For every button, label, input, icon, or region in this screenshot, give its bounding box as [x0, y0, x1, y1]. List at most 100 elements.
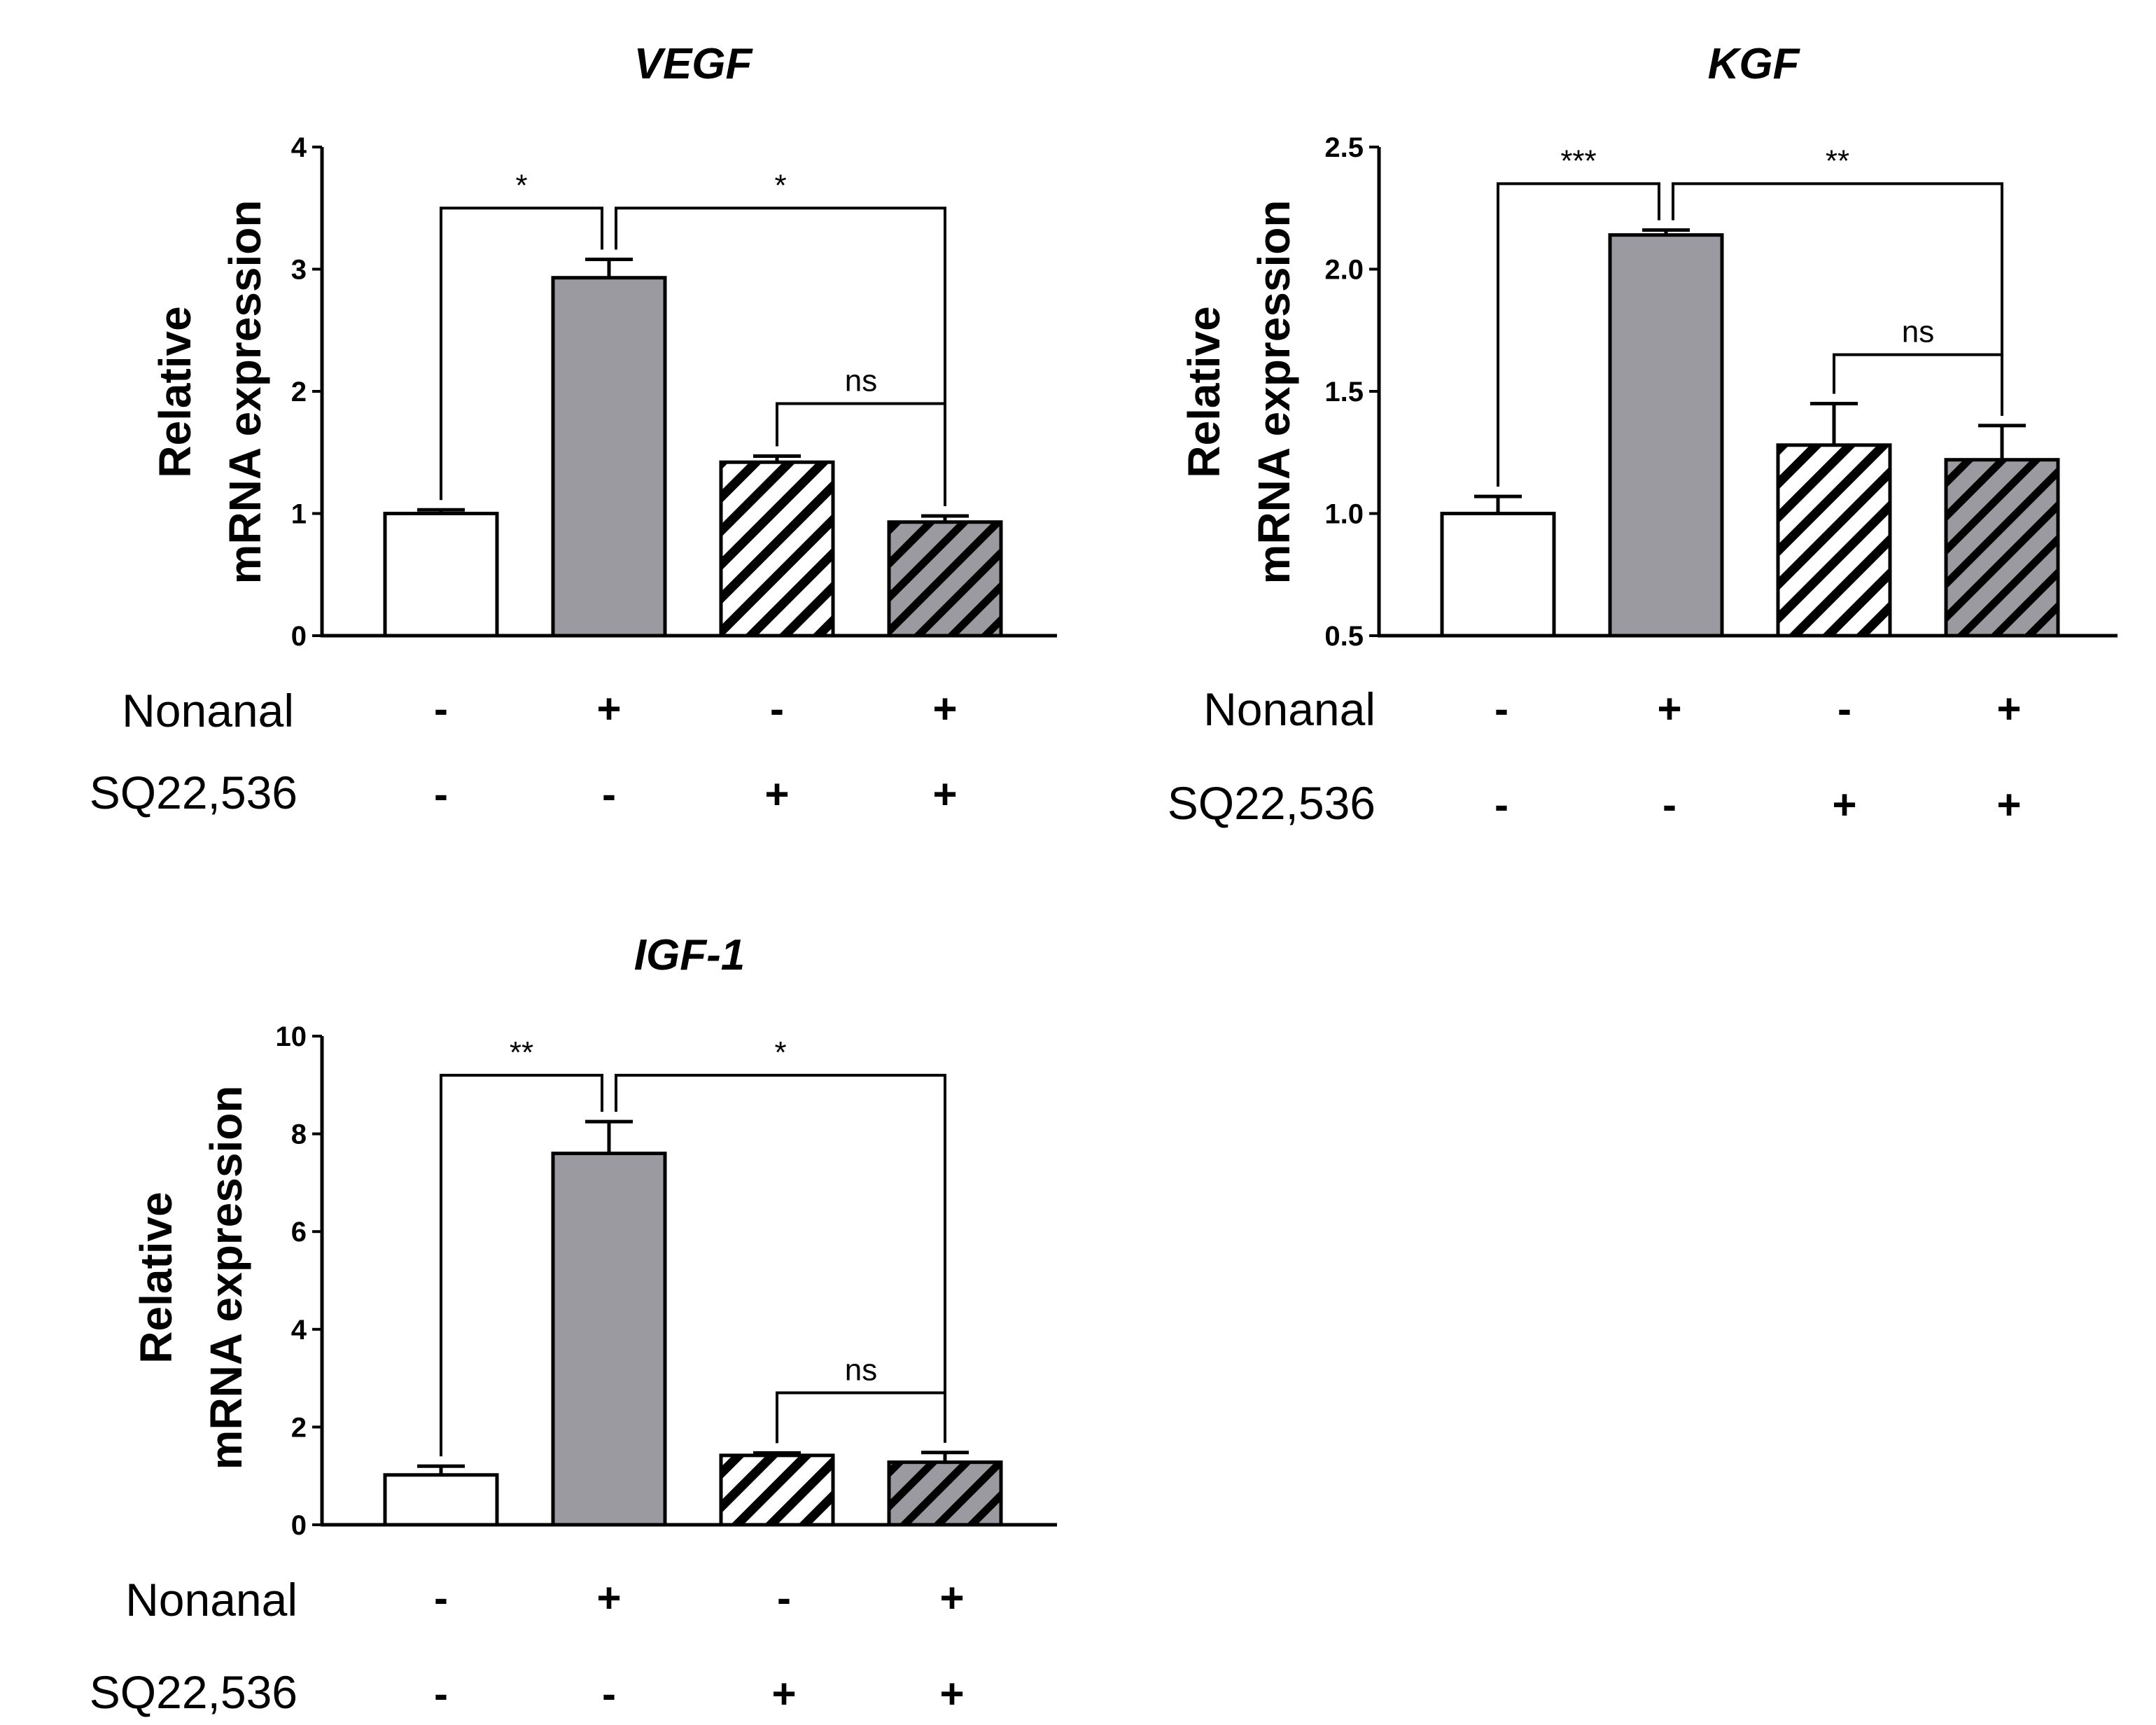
kgf-sq22536-sign: - [1494, 781, 1508, 828]
kgf-y-tick-label: 2.5 [1324, 132, 1364, 163]
vegf-sq22536-sign: + [932, 771, 957, 818]
kgf-y-ticks: 0.5 1.0 1.5 2.0 2.5 [1324, 132, 1379, 652]
vegf-bars [383, 258, 1003, 638]
igf1-nonanal-sign: - [434, 1574, 448, 1621]
vegf-panel: VEGF Relative mRNA expression 0 1 2 3 4 * * ns… [90, 40, 1057, 818]
igf1-nonanal-sign: + [596, 1574, 621, 1621]
vegf-bar [551, 276, 667, 638]
kgf-y-axis-label-line2: mRNA expression [1249, 200, 1299, 585]
vegf-sq22536-sign: - [434, 771, 448, 818]
igf1-bracket [440, 1073, 603, 1457]
kgf-bar [1944, 458, 2060, 638]
igf1-y-ticks: 0 2 4 6 8 10 [276, 1021, 322, 1541]
vegf-title: VEGF [634, 40, 754, 88]
vegf-sq22536-sign: + [764, 771, 789, 818]
igf1-condition-signs: - + - + - - + + [434, 1574, 965, 1717]
kgf-title: KGF [1708, 40, 1801, 88]
vegf-nonanal-sign: + [596, 685, 621, 732]
kgf-panel: KGF Relative mRNA expression 0.5 1.0 1.5 2.… [1168, 40, 2118, 829]
igf1-y-tick-label: 8 [291, 1119, 307, 1150]
kgf-sq22536-sign: - [1662, 781, 1676, 828]
vegf-bracket [440, 207, 603, 501]
kgf-sq22536-label: SQ22,536 [1168, 777, 1376, 829]
kgf-bracket [1497, 182, 1660, 487]
kgf-significance-brackets: *** **ns [1497, 144, 2003, 487]
kgf-bar [1608, 233, 1724, 638]
kgf-bracket [1833, 353, 2003, 416]
igf1-sq22536-sign: - [602, 1670, 616, 1717]
kgf-significance-label: *** [1560, 144, 1596, 178]
igf1-sq22536-sign: + [771, 1670, 796, 1717]
vegf-sq22536-sign: - [602, 771, 616, 818]
kgf-bracket [1672, 182, 2003, 416]
kgf-nonanal-sign: + [1657, 685, 1681, 732]
vegf-nonanal-sign: + [932, 685, 957, 732]
vegf-y-tick-label: 2 [291, 377, 307, 407]
vegf-y-tick-label: 0 [291, 621, 307, 652]
igf1-significance-label: ** [510, 1035, 533, 1070]
vegf-significance-label: * [515, 168, 527, 202]
kgf-sq22536-sign: + [1832, 781, 1856, 828]
vegf-nonanal-sign: - [434, 685, 448, 732]
igf1-y-tick-label: 6 [291, 1217, 307, 1248]
vegf-y-tick-label: 1 [291, 499, 307, 530]
igf1-sq22536-label: SQ22,536 [90, 1666, 298, 1718]
igf1-significance-label: ns [845, 1353, 877, 1388]
vegf-y-axis-label-line2: mRNA expression [220, 200, 270, 585]
kgf-bar [1440, 512, 1556, 638]
vegf-nonanal-label: Nonanal [122, 685, 294, 736]
vegf-significance-brackets: * * ns [440, 168, 946, 506]
kgf-sq22536-sign: + [1996, 781, 2021, 828]
vegf-condition-signs: - + - + - - + + [434, 685, 958, 818]
igf1-significance-label: * [774, 1035, 786, 1070]
kgf-nonanal-sign: - [1494, 685, 1508, 732]
igf1-y-tick-label: 10 [276, 1021, 307, 1052]
kgf-bars [1440, 228, 2060, 638]
kgf-y-tick-label: 1.5 [1324, 377, 1364, 407]
igf1-nonanal-label: Nonanal [125, 1574, 298, 1626]
kgf-y-axis-label-line1: Relative [1179, 306, 1229, 477]
kgf-significance-label: ** [1826, 144, 1849, 178]
kgf-significance-label: ns [1902, 315, 1934, 349]
vegf-y-ticks: 0 1 2 3 4 [291, 132, 322, 652]
igf1-title: IGF-1 [634, 931, 745, 979]
igf1-y-tick-label: 2 [291, 1412, 307, 1443]
igf1-bar [551, 1152, 667, 1527]
vegf-significance-label: ns [845, 363, 877, 398]
igf1-bars [383, 1119, 1003, 1527]
igf1-nonanal-sign: - [777, 1574, 791, 1621]
igf1-bar [887, 1460, 1003, 1527]
kgf-nonanal-label: Nonanal [1203, 683, 1376, 735]
igf1-significance-brackets: ** *ns [440, 1035, 946, 1457]
igf1-bar [383, 1473, 499, 1527]
vegf-y-tick-label: 3 [291, 255, 307, 286]
vegf-bar [887, 520, 1003, 638]
igf1-y-axis-label-line1: Relative [131, 1192, 181, 1363]
igf1-bracket [615, 1073, 946, 1443]
vegf-bar [383, 512, 499, 638]
igf1-y-tick-label: 0 [291, 1510, 307, 1541]
vegf-y-tick-label: 4 [291, 132, 307, 163]
kgf-bar [1776, 443, 1892, 638]
kgf-y-tick-label: 1.0 [1324, 499, 1364, 530]
igf1-nonanal-sign: + [939, 1574, 964, 1621]
kgf-nonanal-sign: + [1996, 685, 2021, 732]
vegf-y-axis-label-line1: Relative [150, 306, 200, 477]
igf1-sq22536-sign: - [434, 1670, 448, 1717]
igf1-y-axis-label-line2: mRNA expression [201, 1086, 251, 1470]
vegf-nonanal-sign: - [770, 685, 784, 732]
vegf-sq22536-label: SQ22,536 [90, 767, 298, 818]
vegf-bar [719, 460, 835, 638]
kgf-y-tick-label: 2.0 [1324, 255, 1364, 286]
igf1-bar [719, 1453, 835, 1527]
vegf-significance-label: * [774, 168, 786, 202]
kgf-y-tick-label: 0.5 [1324, 621, 1364, 652]
igf1-bracket [776, 1391, 946, 1444]
vegf-bracket [776, 402, 946, 506]
kgf-nonanal-sign: - [1837, 685, 1851, 732]
igf1-y-tick-label: 4 [291, 1315, 307, 1346]
igf1-sq22536-sign: + [939, 1670, 964, 1717]
igf1-panel: IGF-1 Relative mRNA expression 0 2 4 6 8 10 *… [90, 931, 1057, 1718]
kgf-condition-signs: - + - + - - + + [1494, 685, 2022, 828]
